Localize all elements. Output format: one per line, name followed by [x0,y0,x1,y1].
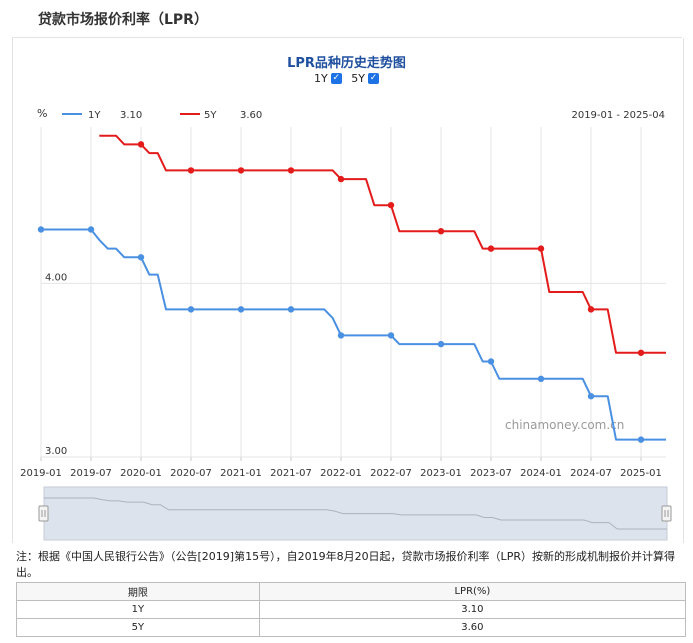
y-tick-label: 3.00 [45,446,67,457]
x-tick-label: 2024-01 [520,468,562,479]
table-cell-term: 1Y [16,600,260,619]
data-point-5y [537,245,545,252]
table-header-row: 期限 LPR(%) [16,582,687,601]
lpr-chart: % 1Y 3.10 5Y 3.60 2019-01 - 2025-04 3.00… [20,107,672,541]
legend-5y-value: 3.60 [240,110,262,121]
legend-1y-value: 3.10 [120,110,142,121]
toggle-1y[interactable]: 1Y ✓ [314,72,342,85]
x-tick-label: 2019-07 [70,468,112,479]
x-tick-label: 2021-07 [270,468,312,479]
toggle-5y-checkbox[interactable]: ✓ [367,73,379,84]
y-tick-label: 4.00 [45,272,67,283]
x-tick-label: 2023-07 [470,468,512,479]
navigator-handle-right[interactable] [661,505,672,522]
series-group [37,134,666,443]
data-point-5y [287,167,295,174]
legend-5y-name: 5Y [204,110,217,121]
y-unit-label: % [37,107,47,120]
data-point-1y [437,340,445,348]
data-point-1y [537,375,545,383]
series-toggles: 1Y ✓ 5Y ✓ [0,72,693,85]
header-divider [12,37,682,38]
x-tick-label: 2025-01 [620,468,662,479]
data-point-5y [387,201,395,209]
toggle-1y-checkbox[interactable]: ✓ [330,73,342,84]
x-tick-label: 2024-07 [570,468,612,479]
data-point-5y [587,306,595,313]
data-point-1y [37,226,45,233]
grid-lines [40,127,666,461]
x-tick-label: 2023-01 [420,468,462,479]
x-tick-label: 2021-01 [220,468,262,479]
y-tick-labels: 3.00 4.00 [45,272,67,457]
data-point-1y [137,254,145,261]
table-cell-term: 5Y [16,618,260,637]
lpr-table: 期限 LPR(%) 1Y 3.10 5Y 3.60 [16,582,687,637]
legend-1y-name: 1Y [88,110,101,121]
data-point-1y [387,332,395,339]
table-row: 1Y 3.10 [16,600,687,619]
table-header-lpr: LPR(%) [258,582,687,601]
page-header: 贷款市场报价利率（LPR） [0,0,693,38]
watermark: chinamoney.com.cn [505,418,624,432]
navigator-line [44,497,667,530]
data-point-5y [187,167,195,174]
data-point-1y [237,306,245,313]
data-point-1y [87,226,95,233]
date-range-label: 2019-01 - 2025-04 [571,110,665,121]
data-point-5y [437,228,445,235]
data-point-1y [487,358,495,365]
x-tick-label: 2020-07 [170,468,212,479]
page-title: 贷款市场报价利率（LPR） [38,12,208,28]
data-point-5y [487,245,495,252]
x-tick-labels: 2019-01 2019-07 2020-01 2020-07 2021-01 2021-… [20,468,662,479]
toggle-5y[interactable]: 5Y ✓ [351,72,379,85]
data-point-1y [287,306,295,313]
data-point-1y [337,332,345,339]
table-header-term: 期限 [16,582,260,601]
table-cell-lpr: 3.10 [258,600,687,619]
data-point-1y [187,306,195,313]
chart-title: LPR品种历史走势图 [287,56,406,71]
table-row: 5Y 3.60 [16,618,687,637]
x-tick-label: 2022-01 [320,468,362,479]
data-point-1y [637,436,645,443]
x-tick-label: 2019-01 [20,468,62,479]
data-point-1y [587,393,595,400]
data-point-5y [337,175,345,183]
footnote: 注：根据《中国人民银行公告》（公告[2019]第15号），自2019年8月20日… [16,550,675,579]
chart-panel [12,38,684,543]
series-line-5y [99,134,666,354]
toggle-5y-label: 5Y [351,72,365,85]
navigator-handle-left[interactable] [38,505,49,522]
data-point-5y [137,141,145,148]
toggle-1y-label: 1Y [314,72,328,85]
data-point-5y [637,349,645,356]
data-point-5y [237,167,245,174]
series-line-1y [41,228,666,441]
table-cell-lpr: 3.60 [258,618,687,637]
x-tick-label: 2022-07 [370,468,412,479]
x-tick-label: 2020-01 [120,468,162,479]
